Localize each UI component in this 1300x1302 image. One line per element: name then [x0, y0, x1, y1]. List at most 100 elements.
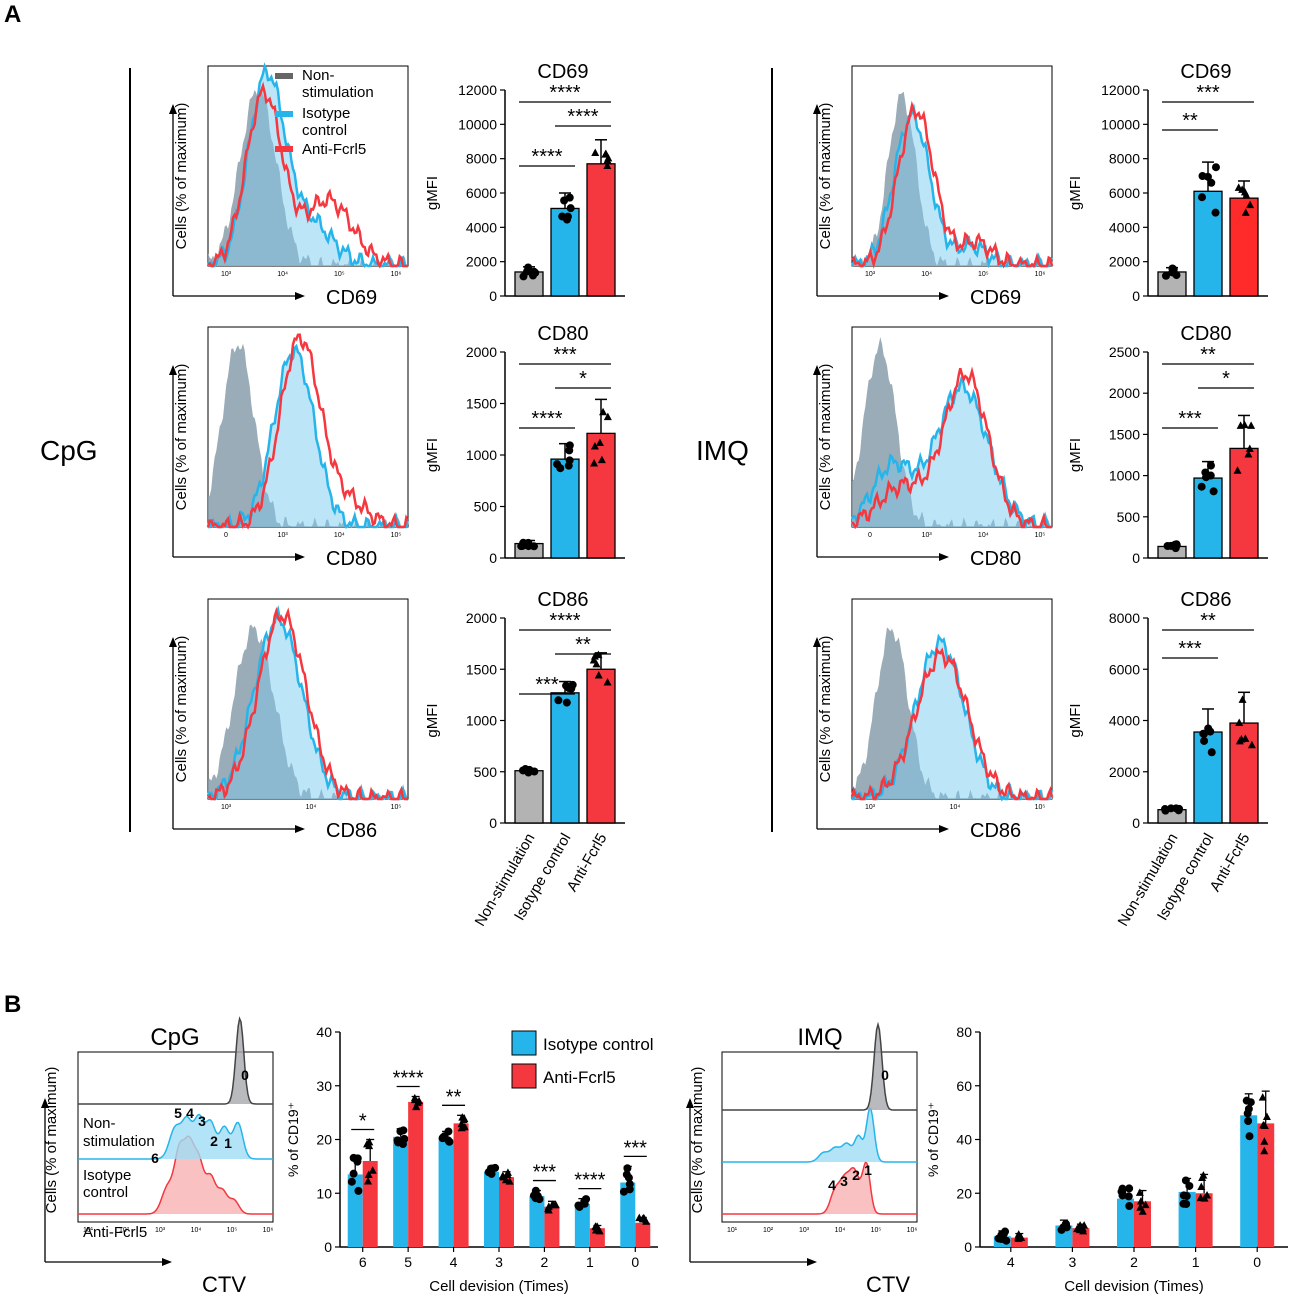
bar [453, 1123, 469, 1247]
y-arrow-head [169, 104, 177, 114]
data-point [1236, 421, 1245, 429]
hist-ylabel: Cells (% of maximum) [173, 636, 190, 783]
legend-b-anti-label: Anti-Fcrl5 [543, 1068, 616, 1087]
ctv-legend: Isotype control Anti-Fcrl5 [511, 1030, 654, 1089]
bar [1195, 1193, 1213, 1247]
y-tick-label: 1500 [466, 661, 497, 677]
isotype-histogram-line [206, 604, 408, 801]
ctv-xlabel: CTV [202, 1272, 246, 1297]
data-point [1246, 200, 1255, 209]
hist-marker-label: CD69 [970, 287, 1021, 309]
isotype-histogram-fill [852, 376, 1052, 527]
hist-tick-label: 10⁵ [227, 1227, 238, 1234]
isotype-histogram-fill [852, 107, 1052, 266]
significance-label: ** [446, 1086, 462, 1108]
y-tick-label: 80 [956, 1024, 972, 1040]
hist-ylabel: Cells (% of maximum) [173, 364, 190, 511]
data-point [354, 1186, 363, 1195]
bar [514, 271, 544, 297]
overlap-shade [208, 343, 408, 527]
bar [1257, 1123, 1275, 1247]
hist-tick-label: 10³ [278, 532, 289, 539]
data-point [1209, 487, 1218, 496]
bar [1193, 190, 1223, 297]
significance-label: * [359, 1111, 367, 1133]
bar [1193, 477, 1223, 559]
hist-tick-label: 10⁵ [1035, 532, 1046, 539]
panel-label-a: A [4, 1, 21, 28]
legend-nonstim-swatch [275, 73, 293, 79]
division-peak-label: 2 [852, 1167, 860, 1183]
x-arrow-head [807, 1258, 817, 1266]
row-label-nonstim-1: Non- [83, 1115, 116, 1132]
data-point [997, 1230, 1006, 1239]
bar [1193, 731, 1223, 824]
hist-marker-label: CD86 [970, 820, 1021, 842]
x-tick-label: 4 [450, 1254, 458, 1270]
data-point [1258, 1093, 1267, 1101]
bar-ylabel: gMFI [1067, 176, 1084, 210]
x-tick-label: 3 [495, 1254, 503, 1270]
x-tick-label: 4 [1007, 1254, 1015, 1270]
significance-label: *** [535, 674, 559, 696]
y-tick-label: 40 [956, 1132, 972, 1148]
data-point [1168, 265, 1177, 274]
significance-label: ** [1200, 344, 1216, 366]
data-point [1125, 1202, 1134, 1211]
data-point [1206, 461, 1215, 470]
anti-line [722, 1160, 917, 1215]
data-point [1161, 271, 1170, 280]
x-tick-label: 5 [404, 1254, 412, 1270]
y-tick-label: 2500 [1109, 344, 1140, 360]
anti-histogram-line [207, 81, 408, 269]
data-point [595, 438, 604, 446]
data-point [1207, 178, 1216, 187]
data-point [1014, 1230, 1023, 1238]
y-tick-label: 6000 [466, 185, 497, 201]
bar-ylabel: gMFI [1067, 703, 1084, 737]
bar [550, 458, 580, 559]
bar [347, 1174, 363, 1247]
data-point [1198, 1173, 1207, 1181]
hist-tick-label: 10⁵ [391, 532, 402, 539]
y-tick-label: 6000 [1109, 661, 1140, 677]
y-tick-label: 2000 [1109, 764, 1140, 780]
bar-title: CD69 [537, 61, 588, 83]
bar-ylabel: % of CD19⁺ [925, 1102, 941, 1177]
division-peak-label: 3 [198, 1113, 206, 1129]
y-arrow-head [686, 1098, 694, 1108]
y-tick-label: 1000 [466, 447, 497, 463]
data-point [1163, 542, 1172, 551]
division-peak-label: 4 [186, 1105, 194, 1121]
histogram-layer: 10³ 10⁴ 10⁵ 10⁶ Cells (% of maximum) CD69 0 10³… [169, 62, 1054, 842]
bar-ylabel: % of CD19⁺ [285, 1102, 301, 1177]
y-tick-label: 30 [316, 1078, 332, 1094]
y-tick-label: 500 [1117, 509, 1141, 525]
hist-tick-label: 10⁶ [391, 271, 402, 278]
anti-histogram-line [851, 366, 1052, 530]
bar [499, 1177, 514, 1247]
hist-tick-label: 10² [763, 1227, 774, 1234]
data-point [1247, 421, 1256, 429]
significance-label: * [1222, 368, 1230, 390]
significance-label: *** [1178, 638, 1202, 660]
anti-histogram-line [206, 333, 410, 530]
hist-tick-label: 10⁵ [871, 1227, 882, 1234]
y-tick-label: 2000 [466, 254, 497, 270]
row-label-isotype-1: Isotype [83, 1167, 131, 1184]
data-point [1241, 208, 1250, 216]
data-point [368, 1166, 377, 1174]
data-point [1199, 729, 1208, 738]
bar-title: CD80 [537, 323, 588, 345]
x-arrow-head [939, 292, 949, 300]
data-point [457, 1119, 466, 1128]
row-label-nonstim-2: stimulation [83, 1133, 155, 1150]
hist-tick-label: 10³ [221, 804, 232, 811]
hist-marker-label: CD86 [326, 820, 377, 842]
y-tick-label: 0 [1132, 815, 1140, 831]
hist-marker-label: CD80 [970, 548, 1021, 570]
data-point [603, 678, 612, 686]
bar [408, 1101, 424, 1247]
